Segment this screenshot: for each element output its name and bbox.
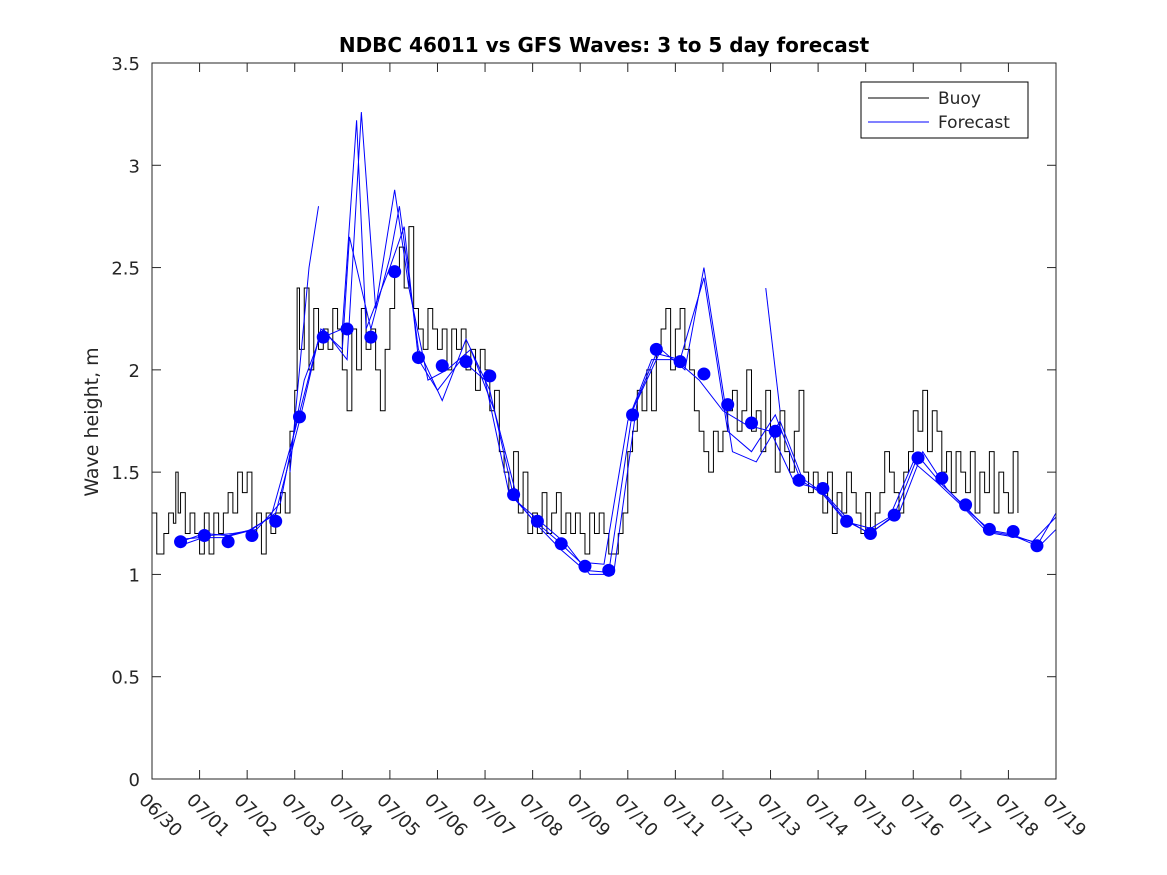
forecast-marker xyxy=(1006,524,1020,538)
y-axis-label: Wave height, m xyxy=(81,347,103,496)
forecast-marker xyxy=(840,514,854,528)
forecast-marker xyxy=(768,424,782,438)
forecast-marker xyxy=(269,514,283,528)
forecast-marker xyxy=(816,482,830,496)
forecast-marker xyxy=(221,535,235,549)
plot-frame xyxy=(151,62,1057,780)
forecast-marker xyxy=(174,535,188,549)
forecast-marker xyxy=(959,498,973,512)
forecast-marker xyxy=(507,488,521,502)
legend-box xyxy=(860,81,1029,139)
forecast-marker xyxy=(197,529,211,543)
forecast-marker xyxy=(935,471,949,485)
y-tick-label: 3.5 xyxy=(111,54,140,75)
forecast-marker xyxy=(911,451,925,465)
forecast-marker xyxy=(388,265,402,279)
legend-forecast-label: Forecast xyxy=(938,113,1010,133)
forecast-marker xyxy=(863,527,877,541)
forecast-marker xyxy=(530,514,544,528)
forecast-marker xyxy=(721,398,735,412)
forecast-marker xyxy=(245,529,259,543)
forecast-marker xyxy=(292,410,306,424)
forecast-marker xyxy=(982,522,996,536)
forecast-marker xyxy=(1030,539,1044,553)
y-tick-label: 1 xyxy=(129,565,140,586)
y-tick-label: 2 xyxy=(129,361,140,382)
y-tick-label: 0.5 xyxy=(111,668,140,689)
forecast-partial-line-1 xyxy=(289,206,320,473)
y-tick-label: 3 xyxy=(129,156,140,177)
forecast-marker xyxy=(340,322,354,336)
plot-area xyxy=(152,112,1057,577)
forecast-marker xyxy=(459,355,473,369)
forecast-run-line-3 xyxy=(180,206,1057,573)
forecast-marker xyxy=(364,330,378,344)
forecast-marker xyxy=(435,359,449,373)
forecast-marker xyxy=(578,559,592,573)
forecast-marker xyxy=(649,342,663,356)
legend: Buoy Forecast xyxy=(860,81,1029,139)
legend-buoy-label: Buoy xyxy=(938,89,981,109)
y-tick-label: 1.5 xyxy=(111,463,140,484)
forecast-marker xyxy=(673,355,687,369)
forecast-marker xyxy=(792,473,806,487)
forecast-marker xyxy=(483,369,497,383)
forecast-run-line-1 xyxy=(175,120,1057,565)
y-tick-label: 2.5 xyxy=(111,259,140,280)
chart-title: NDBC 46011 vs GFS Waves: 3 to 5 day fore… xyxy=(339,33,870,57)
y-tick-label: 0 xyxy=(129,770,140,791)
forecast-marker xyxy=(887,508,901,522)
forecast-marker xyxy=(744,416,758,430)
forecast-marker xyxy=(697,367,711,381)
forecast-partial-line-2 xyxy=(765,287,781,411)
forecast-marker xyxy=(411,351,425,365)
forecast-marker xyxy=(554,537,568,551)
forecast-run-line-2 xyxy=(185,112,1057,575)
forecast-marker xyxy=(316,330,330,344)
forecast-marker xyxy=(626,408,640,422)
forecast-marker xyxy=(602,563,616,577)
